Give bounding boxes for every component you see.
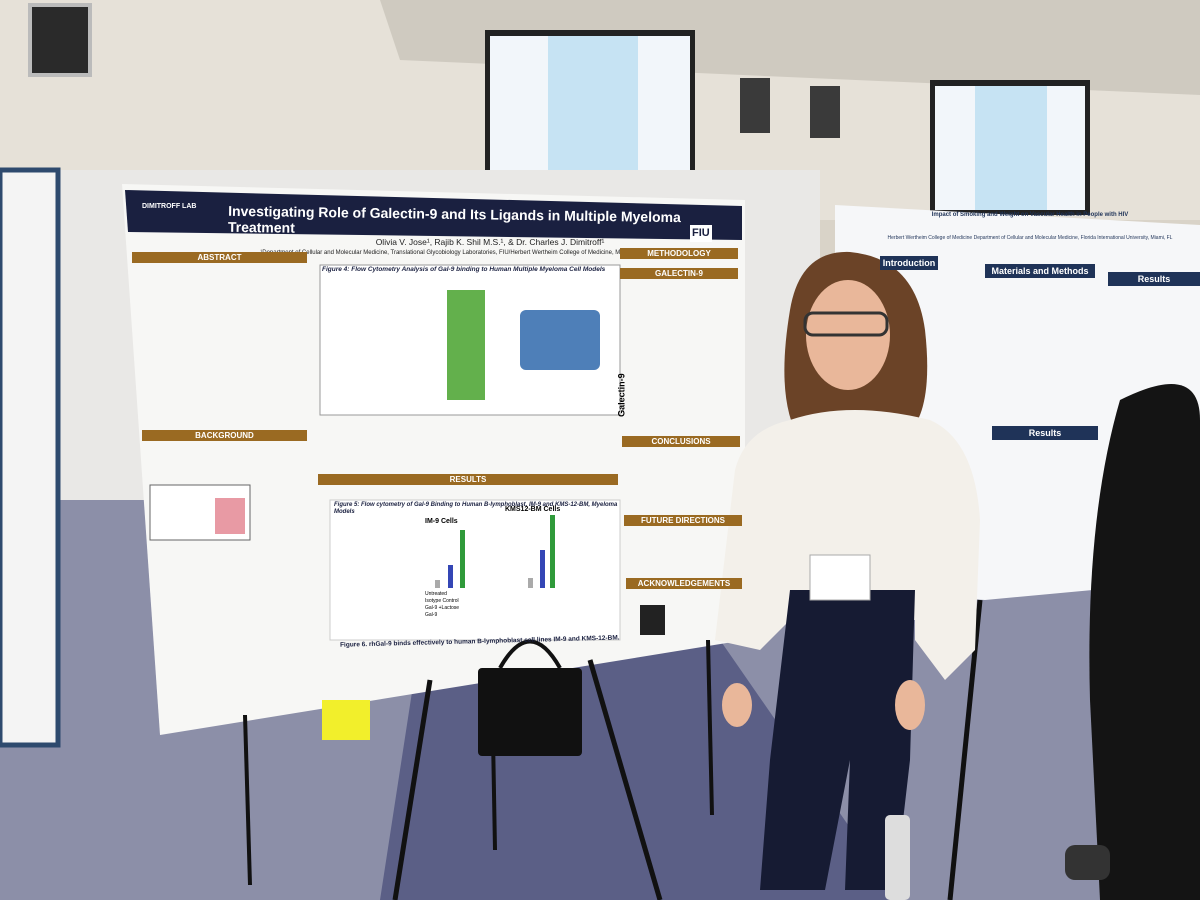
bar-graphic <box>448 565 453 588</box>
figure-caption: Figure 5: Flow cytometry of Gal-9 Bindin… <box>334 502 618 515</box>
wall-panel <box>810 86 840 138</box>
poster-header <box>125 190 742 240</box>
section-header: CONCLUSIONS <box>622 436 740 447</box>
section-header: Introduction <box>880 256 938 270</box>
poster-affiliation: Herbert Wertheim College of Medicine Dep… <box>887 235 1173 241</box>
lab-logo: DIMITROFF LAB <box>142 203 197 210</box>
table-cell <box>215 498 245 534</box>
easel-leg <box>392 679 433 900</box>
bag-on-floor <box>1065 845 1110 880</box>
slide <box>548 36 638 188</box>
section-header: Materials and Methods <box>985 264 1095 278</box>
section-header: RESULTS <box>318 474 618 485</box>
left-poster <box>0 167 61 748</box>
hand <box>895 680 925 730</box>
section-header: Results <box>1108 272 1200 286</box>
plate-image <box>520 310 600 370</box>
bar-graphic <box>460 530 465 588</box>
pants <box>760 590 915 890</box>
bar-graphic <box>435 580 440 588</box>
easel-leg <box>706 639 714 816</box>
section-header: ACKNOWLEDGEMENTS <box>626 578 742 589</box>
poster-title: Investigating Role of Galectin-9 and Its… <box>227 202 681 236</box>
poster-authors: Olivia V. Jose¹, Rajib K. Shil M.S.¹, & … <box>375 237 605 247</box>
school-logo: FIU <box>690 225 712 242</box>
bar-graphic <box>528 578 533 588</box>
section-header: METHODOLOGY <box>620 248 738 259</box>
bar-graphic <box>550 515 555 588</box>
bar-graphic <box>540 550 545 588</box>
section-header: GALECTIN-9 <box>620 268 738 279</box>
legend-entry: Untreated <box>425 591 447 597</box>
figure-caption: Figure 4: Flow Cytometry Analysis of Gal… <box>322 266 606 273</box>
easel-leg <box>243 714 252 886</box>
wall-vent <box>28 3 92 77</box>
bag-handle <box>498 639 562 669</box>
section-header: ABSTRACT <box>132 252 307 263</box>
easel-leg <box>587 659 663 900</box>
figure-5-panel <box>329 499 621 641</box>
wall-panel <box>740 78 770 133</box>
chart-title: IM-9 Cells <box>425 518 458 525</box>
water-bottle <box>885 815 910 900</box>
figure-4-flow <box>447 290 485 400</box>
side-label: Galectin-9 <box>616 373 627 417</box>
slide <box>975 86 1047 210</box>
chart-title: KMS12-BM Cells <box>505 506 561 513</box>
name-badge <box>809 554 871 601</box>
poster-affiliation: ¹Department of Cellular and Molecular Me… <box>260 250 660 256</box>
handbag <box>478 668 582 756</box>
section-header: BACKGROUND <box>142 430 307 441</box>
sticky-note <box>322 700 370 740</box>
person-hair <box>1089 384 1200 900</box>
legend-entry: Isotype Control <box>425 598 459 604</box>
ceiling <box>380 0 1200 95</box>
glasses <box>803 311 889 337</box>
qr-code <box>640 605 665 635</box>
poster-title: Impact of Smoking and Weight on Vascular… <box>931 212 1129 218</box>
legend-entry: Gal-9 +Lactose <box>425 605 460 611</box>
section-header: Results <box>992 426 1098 440</box>
hand <box>722 683 752 727</box>
section-header: FUTURE DIRECTIONS <box>624 515 742 526</box>
legend-entry: Gal-9 <box>425 612 438 618</box>
